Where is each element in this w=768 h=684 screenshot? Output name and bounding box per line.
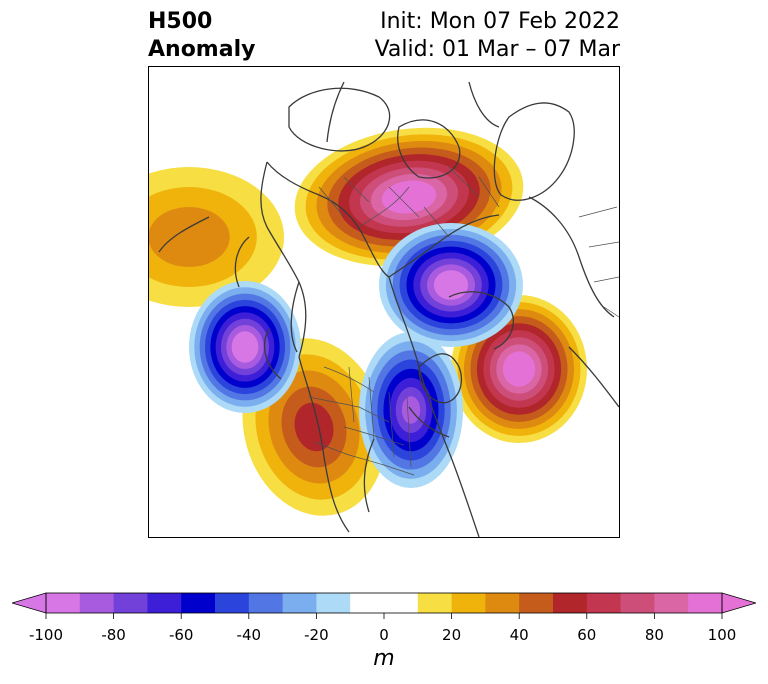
colorbar-bin-0 [46,593,81,613]
colorbar-bin-18 [688,593,723,613]
contour--100 [237,337,253,357]
colorbar-tick-label: 80 [644,626,664,644]
colorbar-tick-label: -80 [101,626,126,644]
colorbar-bin-8 [316,593,351,613]
colorbar-tick-label: 20 [442,626,462,644]
anomaly-siberian-trough [379,223,523,347]
colorbar-tick-label: 60 [577,626,597,644]
colorbar-unit: m [373,646,395,671]
colorbar-tick-label: -40 [236,626,262,644]
anomaly-north-pacific-ridge [149,167,284,307]
contour-100 [509,358,529,380]
map-svg [149,81,619,537]
colorbar-bin-1 [79,593,115,613]
date-info: Init: Mon 07 Feb 2022 Valid: 01 Mar – 07… [375,8,620,64]
colorbar-ticks [45,613,723,619]
colorbar-bin-3 [147,593,182,613]
colorbar-tick-label: -20 [304,626,329,644]
anomaly-map [148,66,620,538]
contour-30 [149,207,230,267]
colorbar-bin-14 [553,593,588,613]
colorbar-bin-10 [417,593,453,613]
colorbar-tick-label: 0 [379,626,389,644]
coastlines [158,81,619,537]
colorbar-bin-2 [113,593,148,613]
contour-100 [392,187,426,207]
colorbar-bin-15 [586,593,622,613]
valid-range: Valid: 01 Mar – 07 Mar [374,37,620,62]
anomaly-label: Anomaly [148,37,256,62]
contour--100 [440,276,462,294]
colorbar-tick-label: 100 [707,626,737,644]
colorbar-bin-11 [451,593,486,613]
colorbar-bin-6 [248,593,284,613]
colorbar-bin-4 [181,593,216,613]
colorbar-tick-label: 40 [509,626,529,644]
colorbar-bin-17 [654,593,689,613]
colorbar-extend-high [721,592,756,614]
map-title: H500 Anomaly [148,8,255,64]
anomaly-contours [149,127,587,516]
colorbar-bin-12 [485,593,520,613]
contour-50 [294,402,334,452]
anomaly-gulf-of-alaska-trough [189,281,301,413]
colorbar-tick-label: -100 [28,626,64,644]
colorbar-bin-16 [620,593,655,613]
colorbar-bins [46,593,723,613]
variable-label: H500 [148,9,213,34]
colorbar-extend-low [12,592,47,614]
borders [308,166,619,476]
colorbar-bin-5 [215,593,250,613]
colorbar-bin-7 [282,593,317,613]
colorbar-bin-9 [350,593,419,613]
init-date: Init: Mon 07 Feb 2022 [380,9,620,34]
colorbar-tick-label: -60 [168,626,194,644]
colorbar [12,592,756,619]
colorbar-bin-13 [519,593,554,613]
